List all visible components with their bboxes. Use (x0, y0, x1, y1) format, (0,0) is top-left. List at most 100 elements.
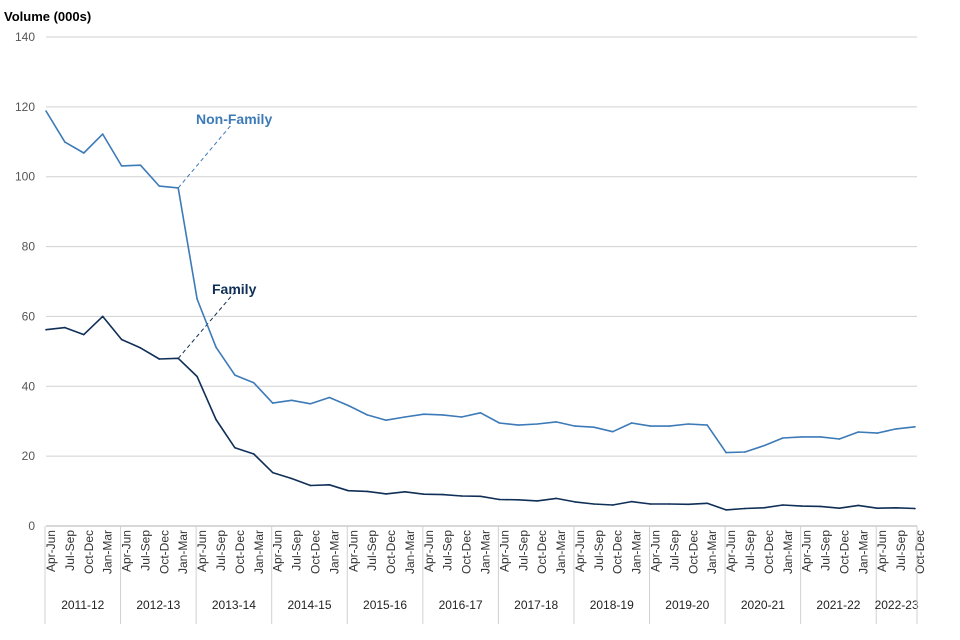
data-point (895, 507, 897, 509)
data-point (385, 419, 387, 421)
y-tick-label: 40 (22, 379, 36, 393)
x-tick-label: Apr-Jun (875, 530, 889, 572)
x-tick-label: Oct-Dec (535, 530, 549, 574)
data-point (725, 451, 727, 454)
year-label: 2011-12 (61, 598, 104, 612)
data-point (328, 396, 331, 399)
x-tick-label: Oct-Dec (913, 530, 927, 574)
data-point (687, 423, 690, 425)
x-tick-label: Jan-Mar (101, 530, 115, 574)
x-tick-label: Apr-Jun (195, 530, 209, 572)
data-point (290, 477, 293, 480)
year-label: 2012-13 (136, 598, 180, 612)
x-tick-label: Apr-Jun (271, 530, 285, 572)
family-series-label: Family (212, 281, 257, 297)
data-point (404, 416, 406, 418)
data-point (404, 490, 406, 493)
x-tick-label: Oct-Dec (233, 530, 247, 574)
x-tick-label: Apr-Jun (422, 530, 436, 572)
data-point (82, 333, 85, 336)
data-point (857, 504, 860, 507)
x-tick-label: Jul-Sep (516, 530, 530, 571)
data-point (838, 438, 841, 440)
data-point (139, 347, 142, 349)
data-point (668, 425, 671, 427)
data-point (479, 495, 482, 498)
x-tick-label: Jan-Mar (856, 530, 870, 574)
data-point (895, 428, 897, 430)
data-point (574, 501, 576, 503)
data-point (555, 421, 557, 423)
data-point (215, 418, 217, 421)
data-point (781, 437, 784, 439)
y-tick-label: 100 (15, 170, 35, 184)
year-label: 2014-15 (287, 598, 331, 612)
data-point (101, 133, 104, 135)
data-point (800, 505, 803, 507)
data-point (819, 436, 822, 438)
year-label: 2013-14 (212, 598, 256, 612)
data-point (517, 499, 520, 501)
x-tick-label: Oct-Dec (384, 530, 398, 574)
x-tick-label: Jan-Mar (781, 530, 795, 574)
x-tick-label: Apr-Jun (573, 530, 587, 572)
data-point (290, 399, 293, 402)
data-point (234, 446, 236, 449)
data-point (253, 453, 255, 455)
data-point (309, 484, 312, 487)
data-point (649, 425, 652, 427)
non-family-series-label: Non-Family (196, 111, 272, 127)
data-point (366, 414, 368, 416)
year-label: 2015-16 (363, 598, 407, 612)
data-point (630, 422, 633, 424)
x-tick-label: Apr-Jun (497, 530, 511, 572)
x-tick-label: Apr-Jun (800, 530, 814, 572)
gridlines: 0 20 40 60 80 100 120 140 (15, 30, 917, 533)
series-lines (45, 110, 916, 511)
y-tick-label: 120 (15, 100, 35, 114)
x-tick-label: Jul-Sep (819, 530, 833, 571)
data-point (177, 357, 180, 360)
data-point (479, 412, 482, 414)
data-point (838, 507, 841, 509)
data-point (498, 422, 501, 424)
x-tick-label: Jan-Mar (327, 530, 341, 574)
x-tick-label: Jul-Sep (743, 530, 757, 571)
data-point (271, 402, 274, 404)
data-point (82, 152, 85, 154)
x-tick-label: Apr-Jun (346, 530, 360, 572)
data-point (196, 298, 198, 300)
data-point (536, 423, 538, 425)
year-label: 2017-18 (514, 598, 558, 612)
data-point (196, 375, 198, 378)
data-point (64, 326, 66, 329)
data-point (687, 503, 690, 506)
x-tick-label: Jan-Mar (479, 530, 493, 574)
data-point (177, 187, 180, 189)
data-point (781, 504, 784, 506)
x-tick-label: Jul-Sep (63, 530, 77, 571)
data-point (139, 164, 142, 166)
x-tick-label: Oct-Dec (157, 530, 171, 574)
x-tick-label: Jan-Mar (630, 530, 644, 574)
x-tick-label: Apr-Jun (649, 530, 663, 572)
data-point (668, 503, 671, 505)
data-point (441, 414, 444, 416)
year-label: 2018-19 (590, 598, 634, 612)
data-point (423, 493, 425, 496)
data-point (271, 471, 274, 474)
data-point (215, 346, 217, 348)
x-tick-label: Jan-Mar (705, 530, 719, 574)
year-label: 2021-22 (816, 598, 860, 612)
data-point (536, 500, 538, 502)
x-tick-label: Oct-Dec (82, 530, 96, 574)
data-point (706, 502, 708, 505)
data-point (725, 509, 727, 511)
data-point (763, 444, 765, 447)
annotations (177, 123, 235, 359)
x-tick-label: Apr-Jun (724, 530, 738, 572)
data-point (706, 424, 708, 426)
data-point (441, 493, 444, 496)
data-point (328, 483, 331, 486)
annotation-leader-line (177, 123, 233, 189)
